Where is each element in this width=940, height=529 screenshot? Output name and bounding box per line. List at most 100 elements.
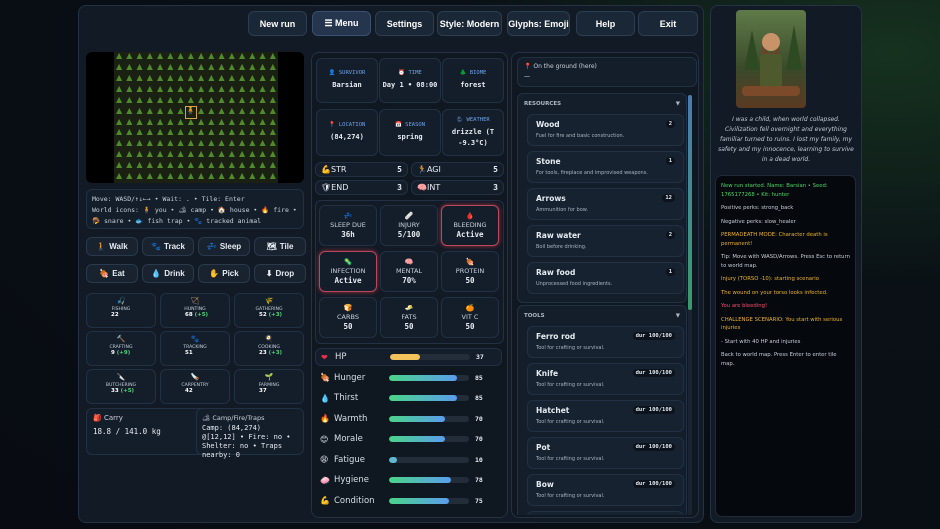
tools-header[interactable]: TOOLS ▼ (518, 306, 686, 326)
tree-tile: ▲ (239, 105, 246, 115)
toolbar-button-4[interactable]: Glyphs: Emoji (507, 11, 570, 36)
need-name: Warmth (334, 413, 368, 424)
tree-tile: ▲ (228, 105, 235, 115)
inventory-item[interactable]: Arrows Ammunition for bow. 12 (527, 188, 684, 220)
tree-tile: ▲ (259, 138, 266, 148)
skill-name: Fishing (111, 307, 131, 312)
toolbar-button-0[interactable]: New run (248, 11, 307, 36)
tree-tile: ▲ (198, 127, 205, 137)
skill-gathering: 🌾 Gathering 52 (+3) (234, 293, 304, 328)
item-name: Bow (536, 480, 554, 489)
info-label: 📍 LOCATION (329, 122, 366, 128)
tree-tile: ▲ (218, 72, 225, 82)
need-bar (389, 374, 469, 381)
resources-header[interactable]: RESOURCES ▼ (518, 94, 686, 114)
need-bar (389, 415, 469, 422)
drink-button[interactable]: 💧 Drink (142, 264, 194, 283)
item-desc: Tool for crafting or survival. (536, 456, 605, 462)
skill-name: Carpentry (181, 383, 209, 388)
tracking-icon: 🐾 (190, 335, 200, 343)
drop-button[interactable]: ⬇ Drop (254, 264, 306, 283)
status-fats: 🧈 Fats 50 (380, 297, 438, 338)
tree-tile: ▲ (249, 52, 256, 60)
sleep-button[interactable]: 💤 Sleep (198, 237, 250, 256)
pick-icon: ✋ (209, 269, 220, 278)
skill-carpentry: 🪚 Carpentry 42 (160, 369, 230, 404)
item-count: 2 (665, 120, 675, 128)
inventory-item[interactable]: Raw water Boil before drinking. 2 (527, 225, 684, 257)
tree-tile: ▲ (269, 94, 276, 104)
info-label: 📅 SEASON (395, 122, 425, 128)
skill-level: 52 (259, 312, 267, 318)
tree-tile: ▲ (167, 52, 174, 60)
walk-button[interactable]: 🚶 Walk (86, 237, 138, 256)
toolbar-button-5[interactable]: Help (576, 11, 635, 36)
need-fatigue: 😫 Fatigue 10 (315, 451, 502, 469)
tree-tile: ▲ (208, 105, 215, 115)
tree-tile: ▲ (167, 160, 174, 170)
inventory-item[interactable]: Hatchet Tool for crafting or survival. dur… (527, 400, 684, 432)
tree-tile: ▲ (187, 116, 194, 126)
need-value: 70 (475, 435, 483, 443)
status-label: Infection (330, 267, 366, 275)
toolbar-button-3[interactable]: Style: Modern (437, 11, 502, 36)
need-bar-fill (389, 374, 457, 381)
inventory-item[interactable]: Pot Tool for crafting or survival. dur 100… (527, 437, 684, 469)
tree-tile: ▲ (177, 116, 184, 126)
tree-tile: ▲ (136, 105, 143, 115)
track-button[interactable]: 🐾 Track (142, 237, 194, 256)
tree-tile: ▲ (228, 160, 235, 170)
tree-tile: ▲ (157, 149, 164, 159)
inventory-item[interactable]: Raw food Unprocessed food ingredients. 1 (527, 262, 684, 294)
carry-value: 18.8 / 141.0 kg (93, 427, 161, 436)
status-injury: 🩹 Injury 5/100 (380, 205, 438, 246)
message-log[interactable]: New run started. Name: Barsian • Seed: 1… (715, 175, 856, 517)
tree-tile: ▲ (157, 83, 164, 93)
inventory-item[interactable]: TarpTool for crafting or survival.dur 10… (527, 511, 684, 515)
scrollbar-thumb[interactable] (688, 95, 692, 310)
carry-title: 🎒 Carry (93, 414, 123, 422)
item-count: 12 (662, 194, 675, 202)
tile-button[interactable]: 🗺 Tile (254, 237, 306, 256)
tree-tile: ▲ (116, 94, 123, 104)
tree-tile: ▲ (269, 83, 276, 93)
tree-tile: ▲ (136, 94, 143, 104)
inventory-item[interactable]: Ferro rod Tool for crafting or survival. d… (527, 326, 684, 358)
tree-tile: ▲ (249, 94, 256, 104)
status-label: Mental (395, 267, 423, 275)
status-label: Vit C (461, 313, 479, 321)
inventory-list[interactable]: RESOURCES ▼ Wood Fuel for fire and basic c… (517, 93, 687, 515)
tree-tile: ▲ (198, 138, 205, 148)
toolbar-button-6[interactable]: Exit (638, 11, 698, 36)
tree-tile: ▲ (116, 72, 123, 82)
tree-tile: ▲ (269, 138, 276, 148)
tree-tile: ▲ (208, 61, 215, 71)
inventory-item[interactable]: Stone For tools, fireplace and improvised… (527, 151, 684, 183)
tree-tile: ▲ (116, 149, 123, 159)
inventory-item[interactable]: Wood Fuel for fire and basic construction… (527, 114, 684, 146)
skill-name: Butchering (105, 383, 137, 388)
world-map[interactable]: ▲ ▲ ▲ ▲ ▲ ▲ ▲ ▲ ▲ ▲ ▲ ▲ ▲ ▲ ▲ ▲ ▲ ▲ ▲ ▲ ▲ ▲ ▲ ▲ ▲ ▲ ▲ ▲ ▲ ▲ ▲ ▲ ▲ ▲ ▲ ▲ ▲ ▲ ▲ ▲… (86, 52, 304, 183)
skill-bonus: (+9) (116, 350, 131, 356)
camp-panel: 🏕 Camp/Fire/Traps Camp: (84,274) @[12,12… (196, 408, 304, 459)
info-biome: 🌲 BIOME forest (442, 58, 504, 103)
pick-button[interactable]: ✋ Pick (198, 264, 250, 283)
status-sleep-due: 💤 Sleep due 36h (319, 205, 377, 246)
location-icon: 📍 (328, 122, 336, 128)
track-icon: 🐾 (151, 242, 162, 251)
tree-tile: ▲ (208, 171, 215, 181)
toolbar-button-1[interactable]: ☰ Menu (312, 11, 371, 36)
tree-tile: ▲ (146, 52, 153, 60)
tree-tile: ▲ (198, 61, 205, 71)
inventory-scrollbar[interactable] (688, 95, 692, 515)
crafting-icon: 🔨 (116, 335, 126, 343)
tree-tile: ▲ (198, 105, 205, 115)
tree-tile: ▲ (167, 171, 174, 181)
eat-button[interactable]: 🍖 Eat (86, 264, 138, 283)
tree-tile: ▲ (269, 149, 276, 159)
inventory-item[interactable]: Bow Tool for crafting or survival. dur 100… (527, 474, 684, 506)
toolbar-button-2[interactable]: Settings (375, 11, 434, 36)
inventory-item[interactable]: Knife Tool for crafting or survival. dur 1… (527, 363, 684, 395)
item-desc: Boil before drinking. (536, 244, 587, 250)
info-label: ⏰ TIME (398, 70, 421, 76)
